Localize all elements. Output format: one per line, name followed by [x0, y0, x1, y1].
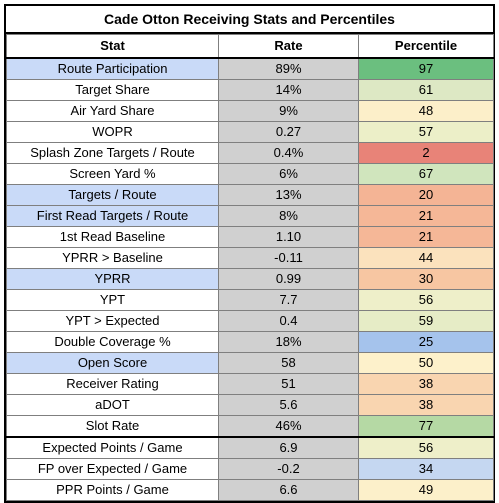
- rate-cell: 46%: [218, 415, 359, 438]
- stat-cell: Targets / Route: [6, 184, 219, 206]
- stat-cell: Expected Points / Game: [6, 436, 219, 459]
- percentile-cell: 30: [358, 268, 494, 290]
- table-row: 1st Read Baseline 1.10 21: [6, 226, 494, 248]
- rate-cell: 8%: [218, 205, 359, 227]
- header-stat: Stat: [6, 34, 219, 59]
- rate-cell: 58: [218, 352, 359, 374]
- percentile-cell: 56: [358, 289, 494, 311]
- table-row: First Read Targets / Route 8% 21: [6, 205, 494, 227]
- table-row: Target Share 14% 61: [6, 79, 494, 101]
- stat-cell: YPT: [6, 289, 219, 311]
- stat-cell: Receiver Rating: [6, 373, 219, 395]
- rate-cell: 0.4%: [218, 142, 359, 164]
- percentile-cell: 2: [358, 142, 494, 164]
- rate-cell: 0.27: [218, 121, 359, 143]
- table-row: Receiver Rating 51 38: [6, 373, 494, 395]
- stat-cell: First Read Targets / Route: [6, 205, 219, 227]
- table-row: Screen Yard % 6% 67: [6, 163, 494, 185]
- table-row: Air Yard Share 9% 48: [6, 100, 494, 122]
- stat-cell: Double Coverage %: [6, 331, 219, 353]
- stat-cell: YPRR: [6, 268, 219, 290]
- percentile-cell: 38: [358, 373, 494, 395]
- table-row: Targets / Route 13% 20: [6, 184, 494, 206]
- table-row: FP over Expected / Game -0.2 34: [6, 458, 494, 480]
- rate-cell: 51: [218, 373, 359, 395]
- percentile-cell: 97: [358, 57, 494, 80]
- rate-cell: 7.7: [218, 289, 359, 311]
- rate-cell: 89%: [218, 57, 359, 80]
- percentile-cell: 59: [358, 310, 494, 332]
- rate-cell: 0.4: [218, 310, 359, 332]
- stat-cell: FP over Expected / Game: [6, 458, 219, 480]
- rate-cell: -0.11: [218, 247, 359, 269]
- percentile-cell: 50: [358, 352, 494, 374]
- table-row: YPRR > Baseline -0.11 44: [6, 247, 494, 269]
- stat-cell: PPR Points / Game: [6, 479, 219, 501]
- percentile-cell: 77: [358, 415, 494, 438]
- stat-cell: Air Yard Share: [6, 100, 219, 122]
- percentile-cell: 67: [358, 163, 494, 185]
- percentile-cell: 25: [358, 331, 494, 353]
- table-row: YPRR 0.99 30: [6, 268, 494, 290]
- table-row: Expected Points / Game 6.9 56: [6, 436, 494, 459]
- stat-cell: 1st Read Baseline: [6, 226, 219, 248]
- percentile-cell: 21: [358, 205, 494, 227]
- rate-cell: 6.6: [218, 479, 359, 501]
- stat-cell: Target Share: [6, 79, 219, 101]
- percentile-cell: 57: [358, 121, 494, 143]
- table-row: aDOT 5.6 38: [6, 394, 494, 416]
- stat-cell: aDOT: [6, 394, 219, 416]
- rate-cell: 0.99: [218, 268, 359, 290]
- table-row: PPR Points / Game 6.6 49: [6, 479, 494, 501]
- stat-cell: Route Participation: [6, 57, 219, 80]
- table-row: Route Participation 89% 97: [6, 57, 494, 80]
- stat-cell: YPT > Expected: [6, 310, 219, 332]
- header-percentile: Percentile: [358, 34, 494, 59]
- rate-cell: 6%: [218, 163, 359, 185]
- table-row: Slot Rate 46% 77: [6, 415, 494, 438]
- percentile-cell: 44: [358, 247, 494, 269]
- percentile-cell: 48: [358, 100, 494, 122]
- table-row: Double Coverage % 18% 25: [6, 331, 494, 353]
- percentile-cell: 61: [358, 79, 494, 101]
- stat-cell: WOPR: [6, 121, 219, 143]
- sheet-title: Cade Otton Receiving Stats and Percentil…: [6, 6, 493, 34]
- rate-cell: 5.6: [218, 394, 359, 416]
- table-row: Open Score 58 50: [6, 352, 494, 374]
- table-row: YPT > Expected 0.4 59: [6, 310, 494, 332]
- percentile-cell: 20: [358, 184, 494, 206]
- percentile-cell: 21: [358, 226, 494, 248]
- rate-cell: 9%: [218, 100, 359, 122]
- rate-cell: 13%: [218, 184, 359, 206]
- stat-cell: YPRR > Baseline: [6, 247, 219, 269]
- rate-cell: -0.2: [218, 458, 359, 480]
- header-row: Stat Rate Percentile: [6, 34, 494, 59]
- percentile-cell: 49: [358, 479, 494, 501]
- stat-cell: Splash Zone Targets / Route: [6, 142, 219, 164]
- stat-cell: Open Score: [6, 352, 219, 374]
- stats-sheet: Cade Otton Receiving Stats and Percentil…: [4, 4, 495, 503]
- table-row: WOPR 0.27 57: [6, 121, 494, 143]
- percentile-cell: 56: [358, 436, 494, 459]
- table-row: Splash Zone Targets / Route 0.4% 2: [6, 142, 494, 164]
- percentile-cell: 34: [358, 458, 494, 480]
- table-row: YPT 7.7 56: [6, 289, 494, 311]
- stats-table: Stat Rate Percentile Route Participation…: [6, 34, 494, 501]
- rate-cell: 6.9: [218, 436, 359, 459]
- stat-cell: Slot Rate: [6, 415, 219, 438]
- header-rate: Rate: [218, 34, 359, 59]
- rate-cell: 14%: [218, 79, 359, 101]
- stat-cell: Screen Yard %: [6, 163, 219, 185]
- rate-cell: 18%: [218, 331, 359, 353]
- percentile-cell: 38: [358, 394, 494, 416]
- rate-cell: 1.10: [218, 226, 359, 248]
